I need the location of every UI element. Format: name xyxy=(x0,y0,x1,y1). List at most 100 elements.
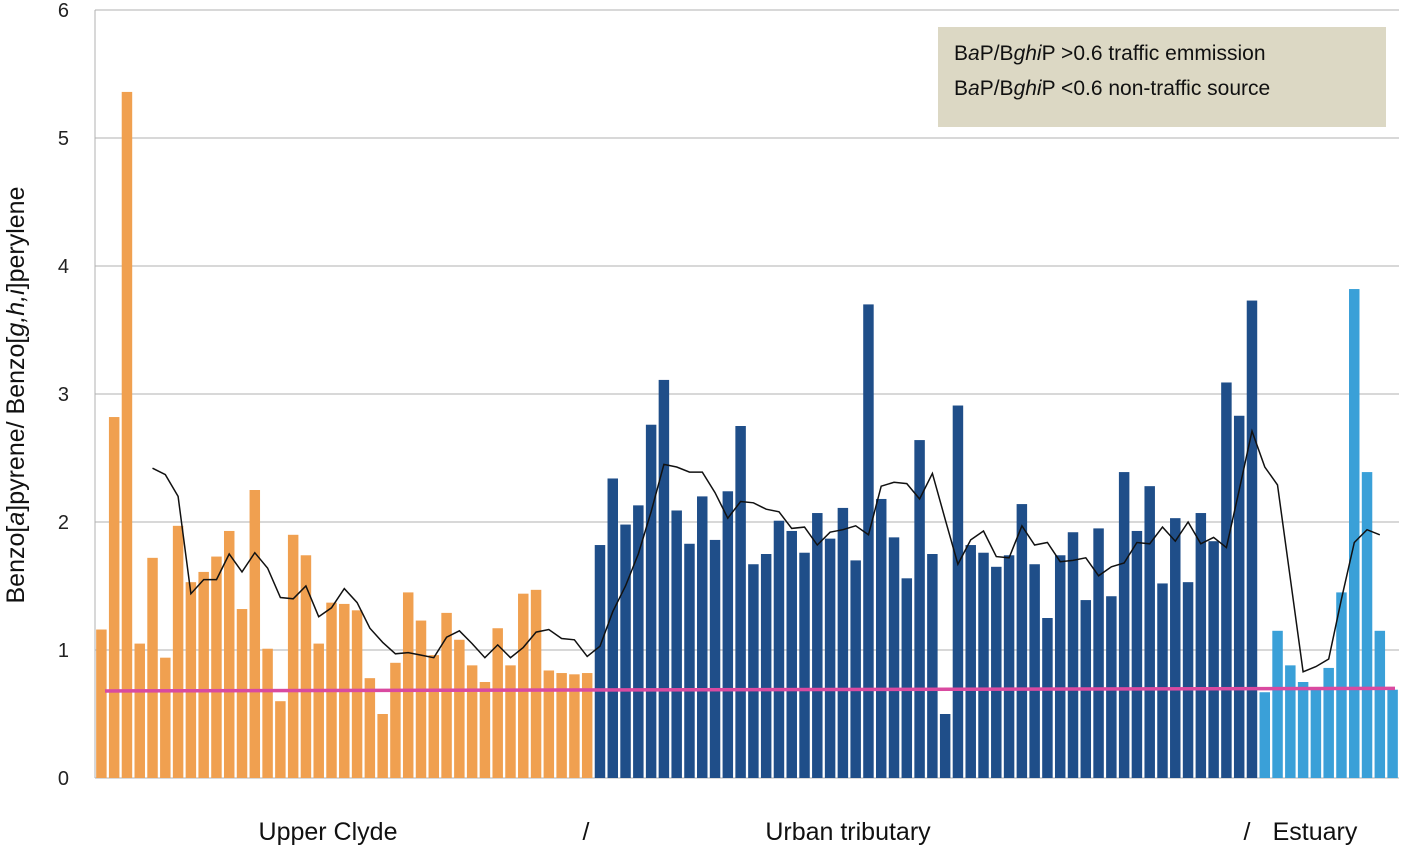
bar xyxy=(760,554,772,778)
bar xyxy=(633,505,644,778)
legend: BaP/BghiP >0.6 traffic emmission BaP/Bgh… xyxy=(938,27,1386,127)
bar xyxy=(518,593,529,778)
bar xyxy=(1131,530,1143,778)
series-lines xyxy=(104,428,1396,693)
bar xyxy=(1029,564,1040,778)
bar xyxy=(172,525,184,778)
bar xyxy=(1310,688,1322,778)
bar xyxy=(211,556,222,778)
bar xyxy=(991,566,1002,778)
bar xyxy=(671,510,682,778)
bar xyxy=(978,552,989,778)
bar xyxy=(1067,532,1079,778)
bar xyxy=(1016,504,1028,778)
bar xyxy=(914,440,925,778)
bar xyxy=(1349,289,1360,778)
bar xyxy=(1093,528,1104,778)
bar xyxy=(377,714,388,778)
bar xyxy=(441,612,452,778)
bar xyxy=(1285,665,1296,778)
bar xyxy=(901,578,913,778)
bar xyxy=(1208,541,1219,778)
bar xyxy=(1221,382,1232,778)
section-label: Urban tributary xyxy=(765,818,931,846)
y-tick-label: 1 xyxy=(58,640,69,662)
bar xyxy=(402,592,414,778)
bar xyxy=(300,555,312,778)
bar xyxy=(287,534,299,778)
bar xyxy=(594,545,606,778)
bar xyxy=(198,571,209,778)
y-tick-label: 2 xyxy=(58,512,69,534)
bar xyxy=(1182,582,1194,778)
bar xyxy=(786,530,797,778)
bar xyxy=(390,662,401,778)
bars xyxy=(96,91,1398,779)
bar xyxy=(1233,415,1245,778)
bar xyxy=(1387,689,1398,778)
legend-line-non-traffic: BaP/BghiP <0.6 non-traffic source xyxy=(954,77,1271,100)
bar xyxy=(530,589,542,778)
section-label: Estuary xyxy=(1273,818,1358,846)
bar xyxy=(185,582,197,778)
bar xyxy=(748,564,759,778)
bar xyxy=(147,557,158,778)
bar xyxy=(888,537,900,778)
grid-lines xyxy=(95,9,1399,651)
y-tick-label: 3 xyxy=(58,384,69,406)
bar xyxy=(952,405,964,778)
bar xyxy=(1157,583,1168,778)
bar xyxy=(697,496,708,778)
bar xyxy=(505,665,516,778)
bar xyxy=(850,560,861,778)
y-tick-label: 0 xyxy=(58,768,69,790)
bar xyxy=(428,655,440,778)
y-tick-labels: 0 1 2 3 4 5 6 xyxy=(58,0,69,790)
bar xyxy=(1374,630,1386,778)
bar xyxy=(1042,618,1053,778)
bar xyxy=(1259,692,1270,778)
bar xyxy=(454,639,465,778)
bar xyxy=(262,648,273,778)
bar xyxy=(965,545,976,778)
bar xyxy=(466,665,478,778)
bar xyxy=(160,657,171,778)
section-label: Upper Clyde xyxy=(259,818,398,846)
bar xyxy=(223,530,235,778)
bar xyxy=(1106,596,1117,778)
bar xyxy=(939,714,951,778)
bar xyxy=(722,491,734,778)
bar xyxy=(492,628,503,778)
section-labels: Upper Clyde / Urban tributary / Estuary xyxy=(259,818,1358,846)
y-tick-label: 6 xyxy=(58,0,69,22)
bar xyxy=(1118,472,1130,778)
y-tick-label: 4 xyxy=(58,256,69,278)
bar xyxy=(658,379,670,778)
bar xyxy=(607,478,618,778)
bar xyxy=(837,507,849,778)
bar xyxy=(556,673,567,778)
bar xyxy=(313,643,324,778)
bar xyxy=(773,520,785,778)
bar xyxy=(1361,472,1373,778)
bar xyxy=(364,678,376,778)
bar xyxy=(1144,486,1155,778)
bar xyxy=(134,643,145,778)
bar xyxy=(799,552,810,778)
bar xyxy=(236,609,248,778)
bar xyxy=(275,701,286,778)
y-axis-label: Benzo[a]pyrene/ Benzo[g,h,i]perylene xyxy=(2,187,30,604)
bar xyxy=(581,673,593,778)
bar xyxy=(1323,667,1334,778)
section-label: / xyxy=(583,818,590,846)
bar xyxy=(1246,300,1258,778)
bar xyxy=(875,498,887,778)
bar xyxy=(824,538,836,778)
section-label: / xyxy=(1244,818,1251,846)
bar xyxy=(620,524,631,778)
bar xyxy=(1054,555,1066,778)
bar xyxy=(645,424,657,778)
bar xyxy=(735,426,746,778)
bar xyxy=(479,682,491,778)
bar xyxy=(709,539,721,778)
